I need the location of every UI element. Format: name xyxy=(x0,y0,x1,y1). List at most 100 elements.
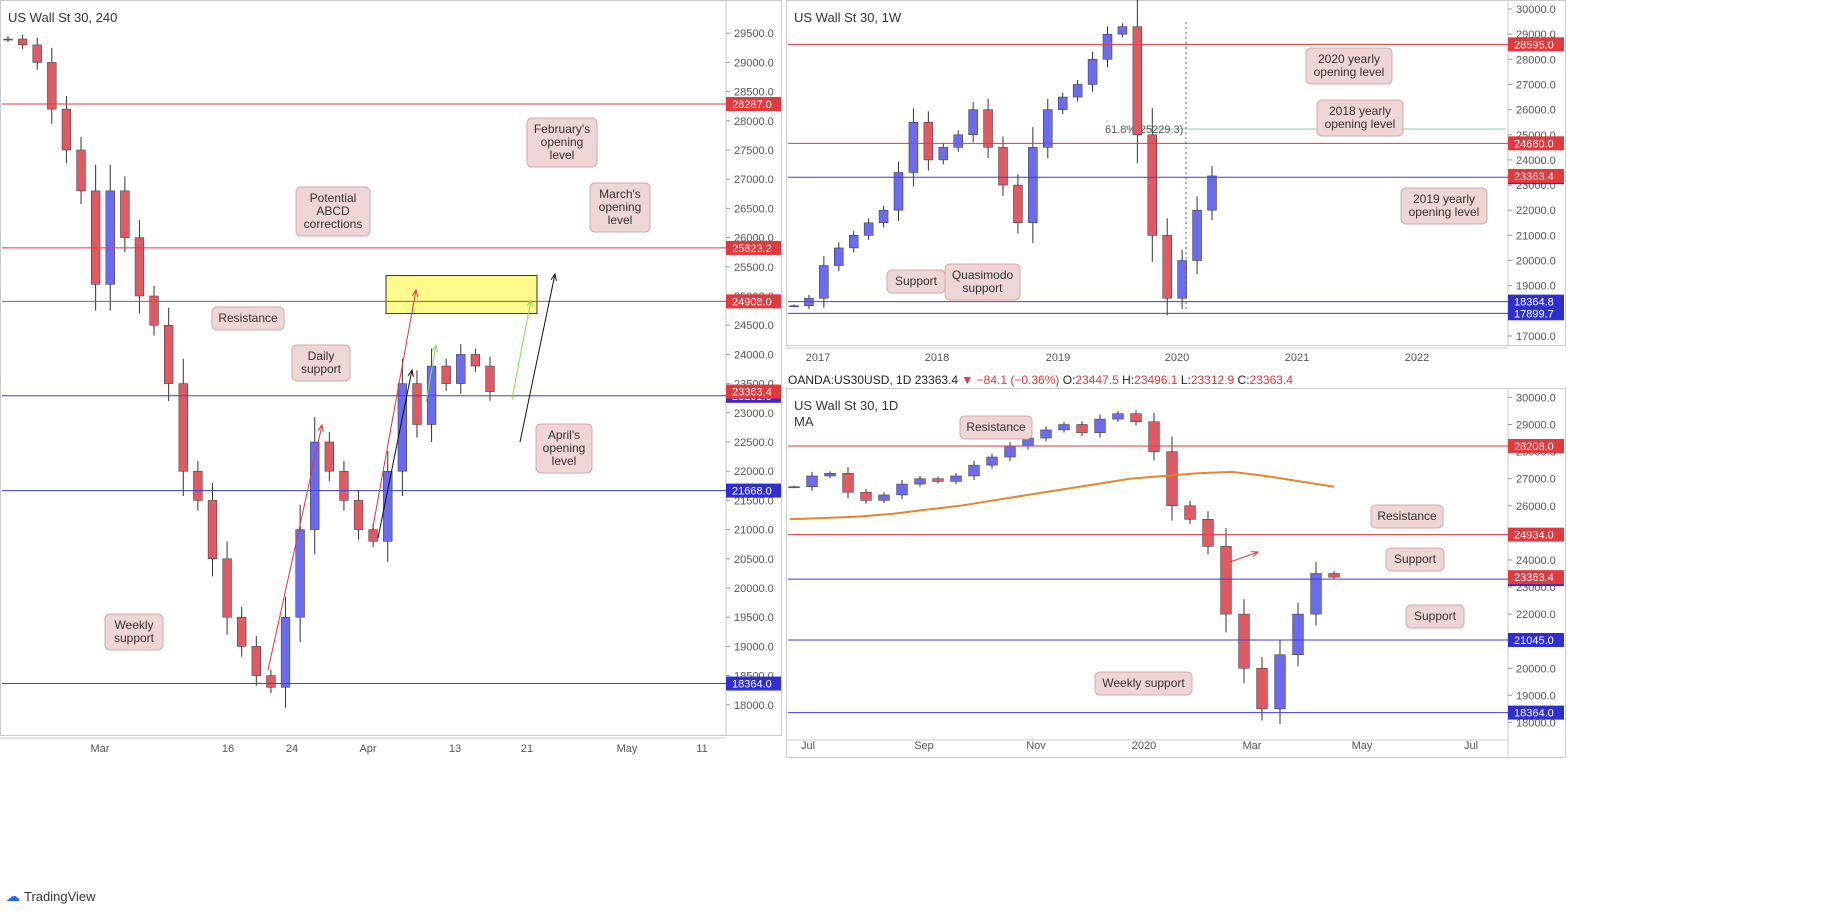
candle-body xyxy=(120,191,129,238)
candle-body xyxy=(456,354,465,383)
candle-body xyxy=(864,223,873,236)
annotation-callout[interactable]: 2018 yearly opening level xyxy=(1317,100,1403,136)
candle-body xyxy=(413,384,422,425)
candle-body xyxy=(1095,419,1106,433)
candle-body xyxy=(325,442,334,471)
x-tick-label: 13 xyxy=(449,743,461,755)
level-price-label: 17899.7 xyxy=(1514,308,1554,320)
candle-body xyxy=(909,122,918,172)
abcd-target-zone xyxy=(386,276,537,314)
x-tick-label: Mar xyxy=(91,743,110,755)
candle-body xyxy=(1118,27,1127,35)
annotation-callout[interactable]: Resistance xyxy=(212,307,284,330)
annotation-callout[interactable]: 2019 yearly opening level xyxy=(1401,188,1487,224)
candle-body xyxy=(33,45,42,63)
candle-body xyxy=(208,500,217,558)
candle-body xyxy=(1013,185,1022,223)
candle-body xyxy=(969,110,978,135)
x-tick-label: 2022 xyxy=(1405,352,1429,364)
candle-body xyxy=(849,235,858,248)
y-tick-label: 29000.0 xyxy=(734,57,774,69)
annotation-callout[interactable]: Support xyxy=(1386,548,1444,571)
annotation-callout[interactable]: March's opening level xyxy=(590,183,650,232)
candle-body xyxy=(237,617,246,646)
y-tick-label: 20000.0 xyxy=(1516,663,1556,675)
annotation-callout[interactable]: Quasimodo support xyxy=(945,264,1020,300)
y-tick-label: 19000.0 xyxy=(734,641,774,653)
candle-body xyxy=(834,248,843,266)
tradingview-brand[interactable]: ☁ TradingView xyxy=(6,888,96,905)
annotation-text: Resistance xyxy=(218,311,278,325)
annotation-text: 2019 yearly opening level xyxy=(1409,192,1480,219)
candle-body xyxy=(62,109,71,150)
x-tick-label: Mar xyxy=(1243,740,1262,752)
candle-body xyxy=(879,495,890,500)
candle-body xyxy=(939,147,948,160)
candle-body xyxy=(1221,546,1232,614)
candle-body xyxy=(164,325,173,383)
candle-body xyxy=(1167,452,1178,506)
candle-body xyxy=(879,210,888,223)
candle-body xyxy=(1077,425,1088,433)
annotation-callout[interactable]: Weekly support xyxy=(1095,672,1192,695)
last-price-label: 23363.4 xyxy=(732,387,772,399)
candle-body xyxy=(47,62,56,109)
y-tick-label: 21000.0 xyxy=(1516,230,1556,242)
annotation-text: 2018 yearly opening level xyxy=(1325,104,1396,131)
annotation-callout[interactable]: Weekly support xyxy=(105,614,163,650)
candle-body xyxy=(77,150,86,191)
candle-body xyxy=(427,366,436,424)
y-tick-label: 24000.0 xyxy=(1516,155,1556,167)
y-tick-label: 24000.0 xyxy=(734,349,774,361)
x-tick-label: 24 xyxy=(286,743,298,755)
x-tick-label: May xyxy=(617,743,638,755)
candle-body xyxy=(894,172,903,210)
x-tick-label: 2019 xyxy=(1046,352,1070,364)
annotation-callout[interactable]: 2020 yearly opening level xyxy=(1306,48,1392,84)
level-price-label: 28208.0 xyxy=(1514,441,1554,453)
y-tick-label: 19000.0 xyxy=(1516,281,1556,293)
y-tick-label: 20000.0 xyxy=(1516,256,1556,268)
y-tick-label: 26000.0 xyxy=(1516,105,1556,117)
candle-body xyxy=(1028,147,1037,222)
y-tick-label: 27500.0 xyxy=(734,145,774,157)
chart-title: US Wall St 30, 240 xyxy=(8,10,117,25)
y-tick-label: 25500.0 xyxy=(734,262,774,274)
candle-body xyxy=(18,39,27,45)
candle-body xyxy=(1149,422,1160,452)
annotation-callout[interactable]: February's opening level xyxy=(527,118,597,167)
symbol-header: OANDA:US30USD, 1D 23363.4 ▼ −84.1 (−0.36… xyxy=(788,373,1293,387)
annotation-callout[interactable]: Potential ABCD corrections xyxy=(296,187,370,236)
candle-body xyxy=(1185,506,1196,520)
y-tick-label: 23000.0 xyxy=(734,408,774,420)
candle-body xyxy=(999,147,1008,185)
y-tick-label: 19000.0 xyxy=(1516,690,1556,702)
candle-body xyxy=(442,366,451,384)
y-tick-label: 28500.0 xyxy=(734,87,774,99)
annotation-text: Support xyxy=(895,274,938,288)
y-tick-label: 30000.0 xyxy=(1516,4,1556,16)
candle-body xyxy=(924,122,933,160)
candle-body xyxy=(1329,573,1340,577)
candle-body xyxy=(1059,425,1070,430)
candle-body xyxy=(1193,210,1202,260)
annotation-callout[interactable]: April's opening level xyxy=(536,424,592,473)
y-tick-label: 20500.0 xyxy=(734,554,774,566)
annotation-callout[interactable]: Resistance xyxy=(1371,505,1443,528)
x-tick-label: Sep xyxy=(914,740,934,752)
candle-body xyxy=(1073,84,1082,97)
candle-body xyxy=(825,473,836,476)
x-tick-label: 2020 xyxy=(1165,352,1189,364)
candle-body xyxy=(984,110,993,148)
annotation-callout[interactable]: Resistance xyxy=(960,416,1032,439)
annotation-callout[interactable]: Support xyxy=(887,270,945,293)
y-tick-label: 24500.0 xyxy=(734,320,774,332)
candle-body xyxy=(1275,655,1286,709)
y-tick-label: 21000.0 xyxy=(734,525,774,537)
candle-body xyxy=(915,479,926,484)
annotation-text: Weekly support xyxy=(1102,676,1185,690)
annotation-callout[interactable]: Daily support xyxy=(292,345,350,381)
annotation-callout[interactable]: Support xyxy=(1406,605,1464,628)
y-tick-label: 17000.0 xyxy=(1516,331,1556,343)
